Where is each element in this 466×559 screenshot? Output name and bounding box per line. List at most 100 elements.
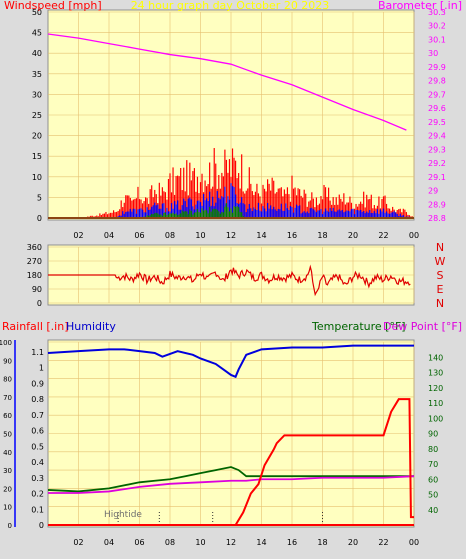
windspeed-tick-label: 10 — [32, 173, 42, 182]
rainfall-line — [48, 398, 414, 526]
wind-x-tick-label: 18 — [317, 231, 327, 240]
temperature-tick-label: 40 — [428, 506, 438, 515]
rainfall-tick-label: 0.7 — [31, 411, 44, 420]
rainfall-tick-label: 1.1 — [31, 348, 44, 357]
wind-x-tick-label: 14 — [256, 231, 266, 240]
temperature-tick-label: 50 — [428, 491, 438, 500]
temperature-grid — [48, 341, 415, 526]
barometer-tick-label: 29.2 — [428, 159, 446, 168]
temperature-tick-label: 60 — [428, 475, 438, 484]
humidity-tick-label: 60 — [3, 412, 12, 420]
temperature-x-tick-label: 10 — [195, 538, 205, 547]
humidity-tick-label: 20 — [3, 485, 12, 493]
temperature-tick-label: 100 — [428, 414, 443, 423]
barometer-tick-label: 29.5 — [428, 118, 446, 127]
temperature-x-tick-label: 12 — [226, 538, 236, 547]
cardinal-label: S — [437, 269, 444, 282]
humidity-tick-label: 80 — [3, 376, 12, 384]
cardinal-label: N — [436, 241, 444, 254]
temperature-x-tick-label: 00 — [409, 538, 419, 547]
temperature-tick-label: 140 — [428, 353, 443, 362]
temperature-x-tick-label: 22 — [378, 538, 388, 547]
wind-x-tick-label: 10 — [195, 231, 205, 240]
barometer-tick-label: 29.4 — [428, 132, 446, 141]
rainfall-tick-labels: 1.1 1 0.9 0.8 0.7 0.6 0.5 0.4 0.3 0.2 0.1 0 — [31, 348, 44, 530]
humidity-tick-label: 40 — [3, 449, 12, 457]
direction-tick-label: 360 — [27, 243, 42, 252]
wind-x-tick-label: 06 — [134, 231, 144, 240]
direction-tick-label: 0 — [37, 299, 42, 308]
rainfall-tick-label: 0 — [39, 521, 44, 530]
barometer-tick-label: 30.3 — [428, 8, 446, 17]
humidity-tick-label: 0 — [8, 522, 12, 530]
rainfall-tick-label: 0.8 — [31, 395, 44, 404]
rainfall-tick-label: 0.3 — [31, 474, 44, 483]
barometer-tick-label: 29.7 — [428, 90, 446, 99]
barometer-line — [47, 33, 407, 131]
wind-x-tick-label: 12 — [226, 231, 236, 240]
windspeed-tick-label: 45 — [32, 29, 42, 38]
barometer-tick-label: 30.1 — [428, 35, 446, 44]
temperature-tick-label: 110 — [428, 399, 443, 408]
direction-tick-label: 270 — [27, 257, 42, 266]
barometer-tick-label: 30.2 — [428, 22, 446, 31]
windspeed-tick-label: 5 — [37, 193, 42, 202]
humidity-tick-label: 10 — [3, 504, 12, 512]
windspeed-tick-label: 30 — [32, 90, 42, 99]
wind-x-tick-label: 16 — [287, 231, 297, 240]
temperature-x-tick-label: 14 — [256, 538, 266, 547]
cardinal-label: W — [435, 255, 446, 268]
barometer-tick-label: 29 — [428, 187, 438, 196]
windspeed-tick-label: 20 — [32, 132, 42, 141]
rainfall-tick-label: 0.9 — [31, 379, 44, 388]
windspeed-tick-label: 35 — [32, 70, 42, 79]
wind-x-tick-label: 02 — [73, 231, 83, 240]
direction-tick-labels: 360 270 180 90 0 — [27, 243, 42, 308]
direction-tick-label: 90 — [32, 285, 42, 294]
temperature-axis-label: Temperature [°F] — [311, 320, 406, 333]
barometer-tick-label: 29.9 — [428, 63, 446, 72]
wind-x-tick-label: 20 — [348, 231, 358, 240]
humidity-tick-label: 70 — [3, 394, 12, 402]
temperature-x-tick-label: 18 — [317, 538, 327, 547]
temperature-tick-labels: 140 130 120 110 100 90 80 70 60 50 40 — [428, 353, 443, 515]
barometer-tick-label: 30 — [428, 49, 438, 58]
temperature-tick-label: 90 — [428, 430, 438, 439]
cardinal-label: E — [437, 283, 444, 296]
barometer-tick-label: 28.9 — [428, 200, 446, 209]
wind-x-tick-labels: 02 04 06 08 10 12 14 16 18 20 22 00 — [73, 231, 419, 240]
temperature-x-tick-label: 08 — [165, 538, 175, 547]
windspeed-tick-label: 15 — [32, 152, 42, 161]
rainfall-tick-label: 0.1 — [31, 505, 44, 514]
temperature-line — [47, 466, 414, 493]
rainfall-tick-label: 0.5 — [31, 442, 44, 451]
windspeed-tick-label: 0 — [37, 214, 42, 223]
rainfall-axis-label: Rainfall [.in] — [2, 320, 69, 333]
temperature-x-tick-label: 02 — [73, 538, 83, 547]
humidity-axis-label: Humidity — [66, 320, 116, 333]
rainfall-tick-label: 1 — [39, 364, 44, 373]
windspeed-tick-label: 40 — [32, 49, 42, 58]
temperature-x-tick-label: 04 — [104, 538, 114, 547]
dewpoint-line — [48, 475, 415, 494]
rainfall-tick-label: 0.6 — [31, 427, 44, 436]
windspeed-tick-label: 50 — [32, 8, 42, 17]
temperature-x-tick-labels: 02 04 06 08 10 12 14 16 18 20 22 00 — [73, 538, 419, 547]
dewpoint-axis-label: Dew Point [°F] — [383, 320, 462, 333]
temperature-tick-label: 70 — [428, 460, 438, 469]
rainfall-tick-label: 0.2 — [31, 490, 44, 499]
hightide-annotation: Hightide — [104, 510, 142, 520]
barometer-tick-label: 29.1 — [428, 173, 446, 182]
wind-x-tick-label: 04 — [104, 231, 114, 240]
direction-tick-label: 180 — [27, 271, 42, 280]
calm-bars — [141, 203, 246, 218]
windspeed-axis-label: Windspeed [mph] — [4, 0, 102, 12]
